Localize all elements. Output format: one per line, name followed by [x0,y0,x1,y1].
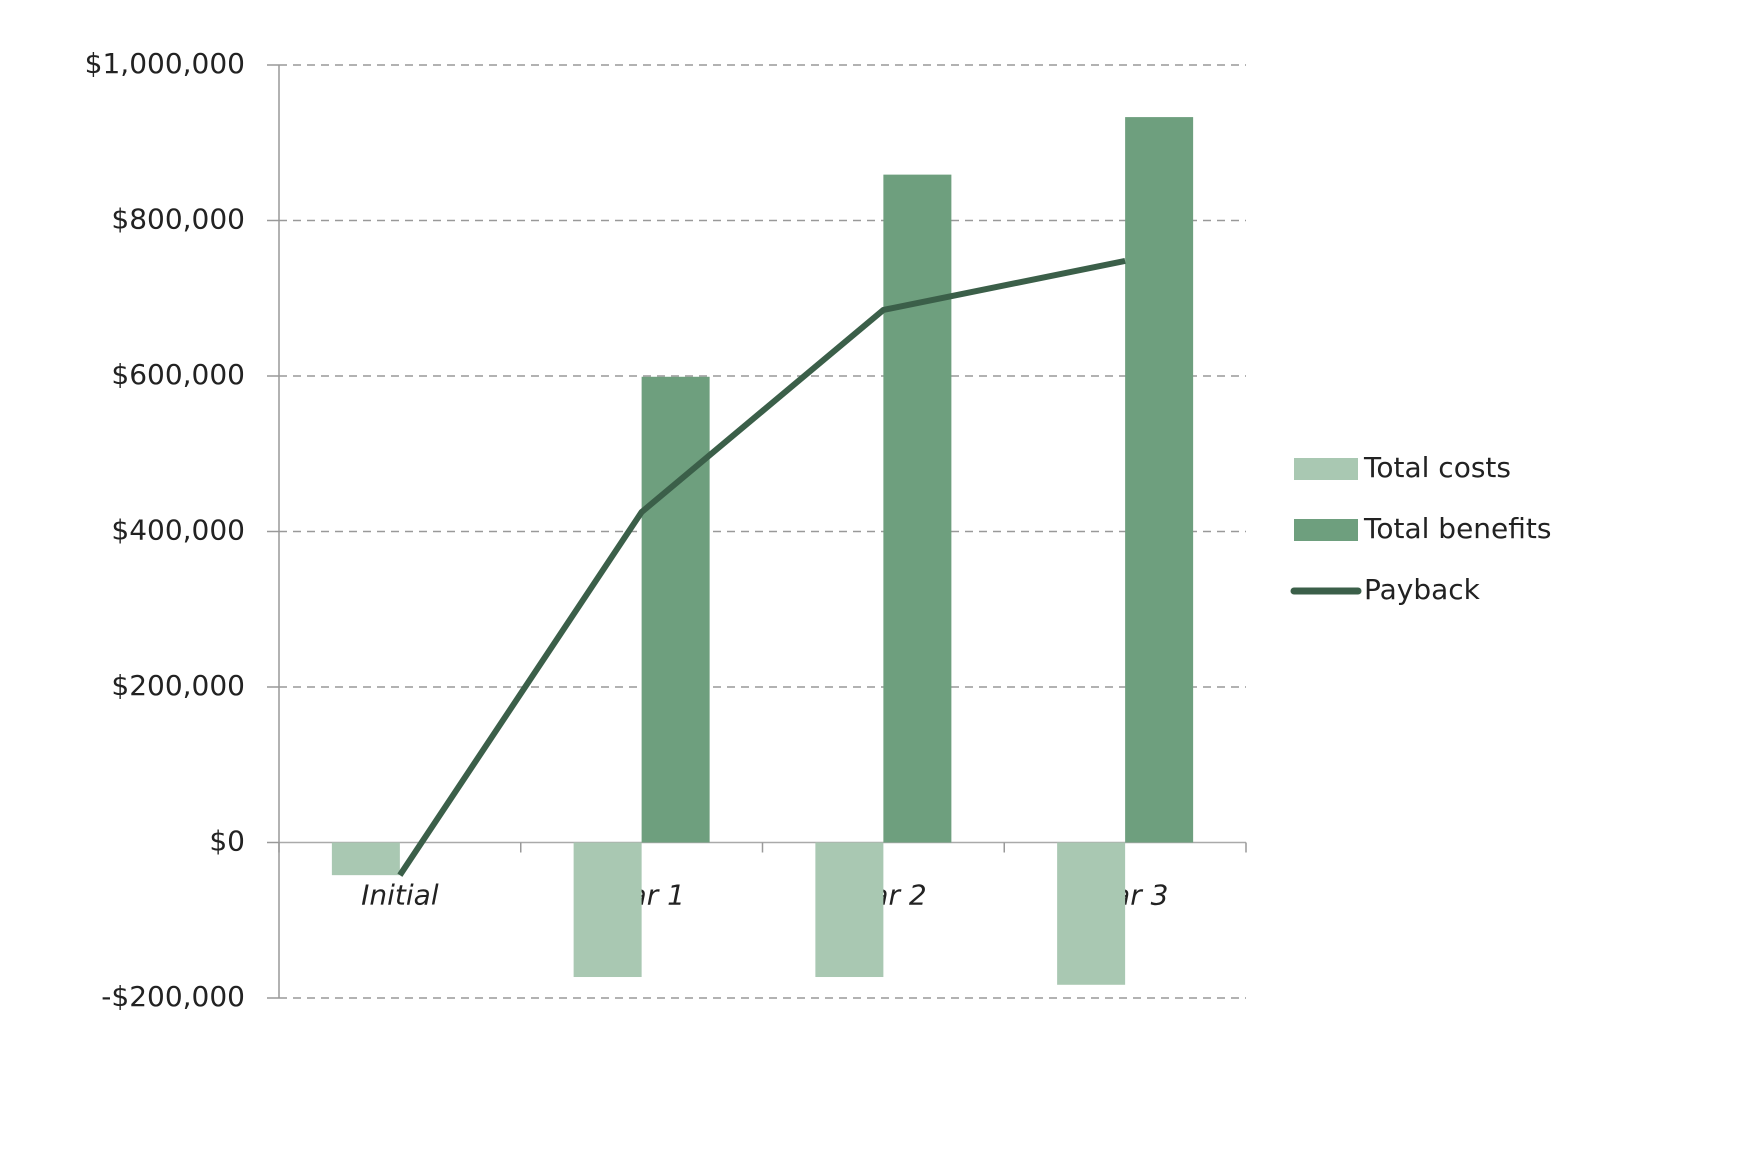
x-tick-label: Initial [361,879,439,912]
y-tick-label: $200,000 [111,669,245,702]
y-tick-label: $1,000,000 [85,47,245,80]
legend-swatch [1294,519,1358,541]
legend-label: Payback [1364,573,1481,606]
legend-label: Total benefits [1363,512,1551,545]
bar [1125,117,1194,843]
bar [331,842,400,876]
bar [815,842,884,978]
bar [641,376,710,843]
line [397,257,1126,877]
y-tick-label: -$200,000 [101,980,245,1013]
legend-swatch [1294,458,1358,480]
bar [1057,842,1126,985]
y-tick-label: $800,000 [111,203,245,236]
y-tick-label: $400,000 [111,514,245,547]
bar [573,842,642,978]
bar [883,174,952,843]
legend-label: Total costs [1363,451,1511,484]
y-tick-label: $0 [209,825,245,858]
y-tick-label: $600,000 [111,358,245,391]
